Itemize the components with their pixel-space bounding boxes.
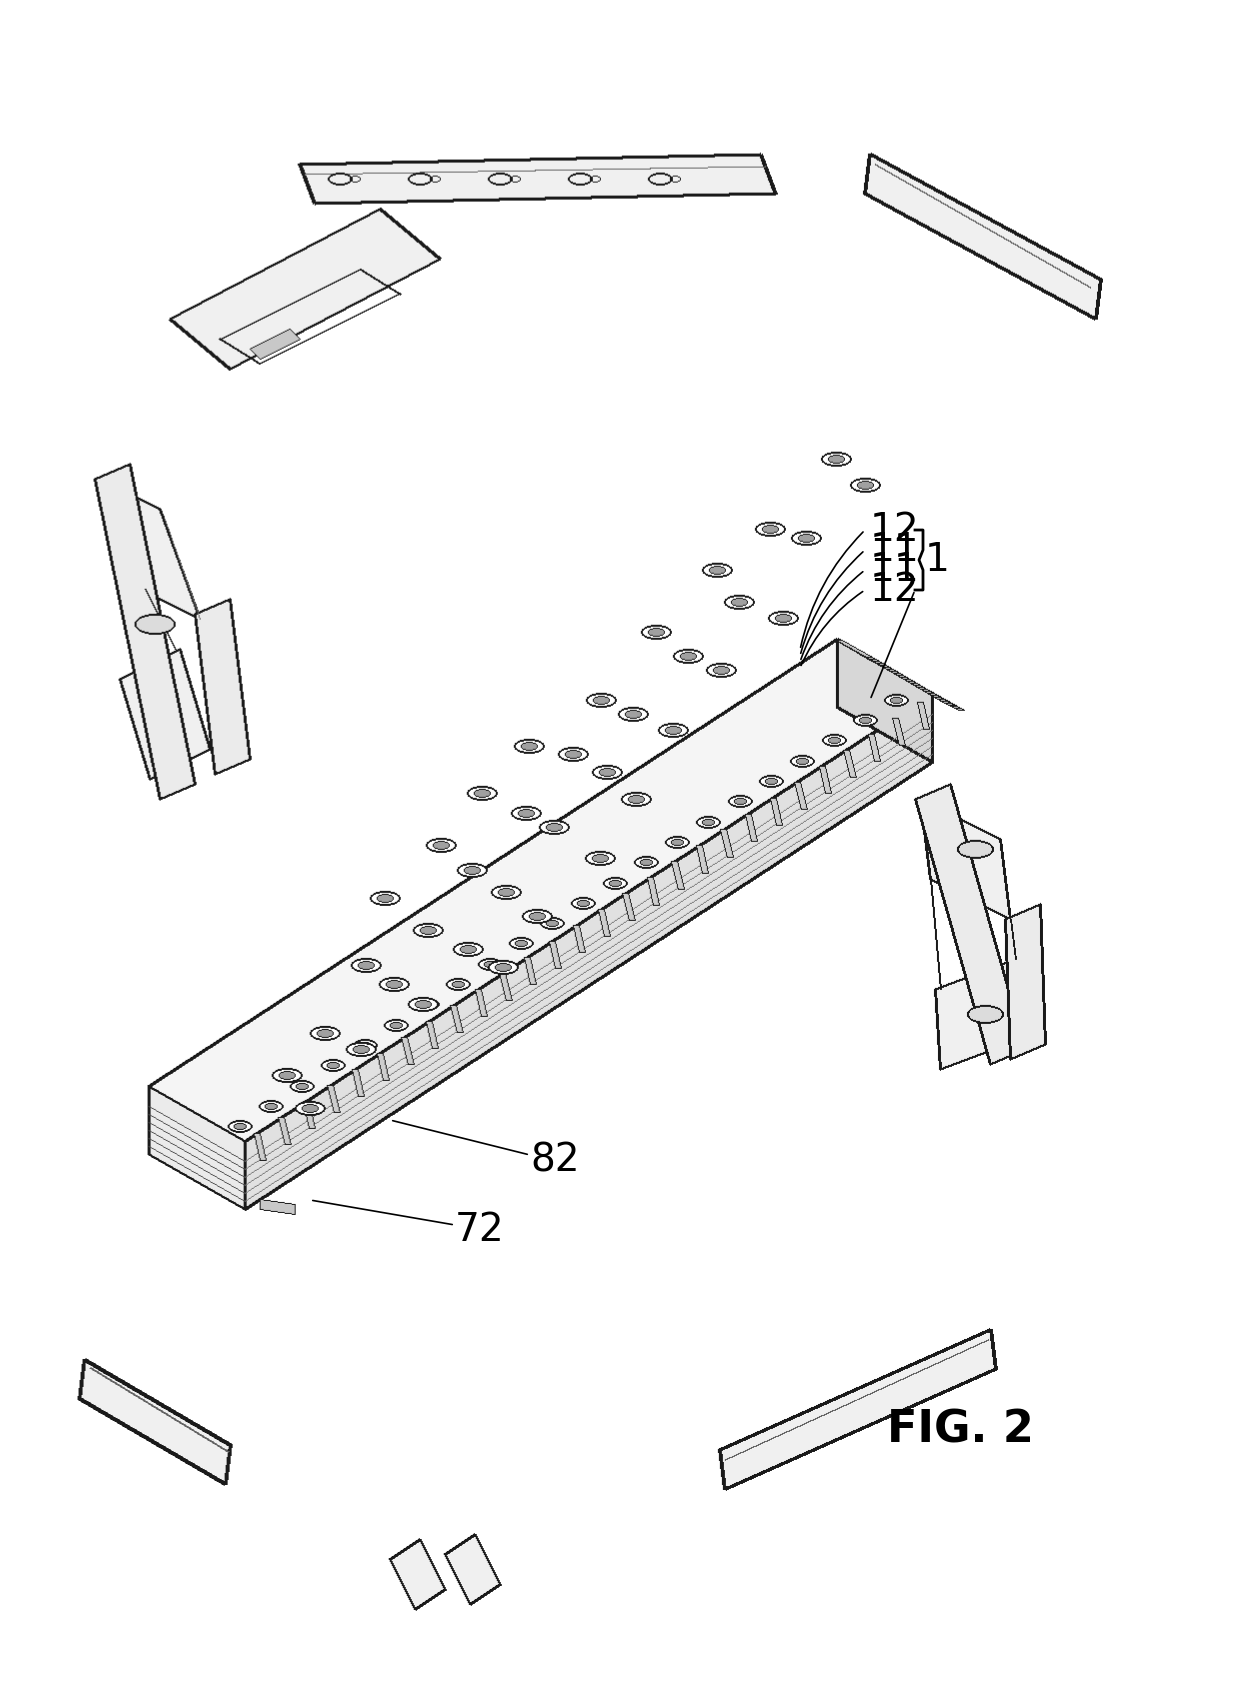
Text: 12: 12	[870, 512, 920, 549]
Text: 11: 11	[870, 551, 920, 589]
Text: 12: 12	[870, 571, 920, 610]
Text: 82: 82	[531, 1142, 580, 1179]
Text: FIG. 2: FIG. 2	[887, 1409, 1033, 1451]
Text: 1: 1	[925, 540, 950, 579]
Text: 11: 11	[870, 530, 920, 569]
Text: 72: 72	[455, 1211, 505, 1248]
